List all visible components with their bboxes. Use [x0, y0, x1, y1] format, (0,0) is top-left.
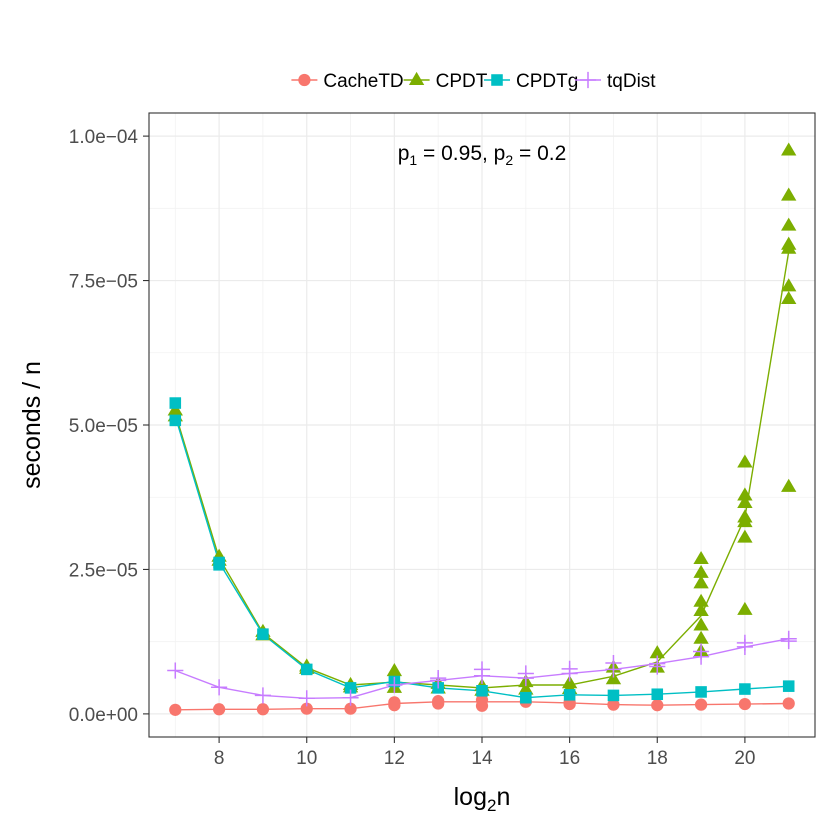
legend-item-tqdist: tqDist	[575, 71, 656, 92]
data-point-cpdtg	[169, 397, 182, 409]
data-point-cpdt	[386, 663, 403, 677]
legend-key-square-icon	[491, 74, 503, 86]
data-point-tqdist	[561, 660, 578, 677]
data-point-tqdist	[517, 665, 534, 682]
series-points	[167, 142, 797, 716]
data-point-cpdt	[693, 602, 709, 617]
data-point-cpdt	[649, 645, 665, 659]
data-point-cachetd	[344, 702, 357, 715]
y-tick-label: 2.5e−05	[69, 560, 138, 581]
data-point-cachetd	[256, 703, 270, 716]
data-point-cachetd	[694, 698, 708, 711]
x-axis: 8 10 12 14 16 18 20	[214, 737, 755, 769]
data-point-cachetd	[300, 702, 313, 715]
data-point-tqdist	[430, 669, 447, 687]
data-point-cpdt	[693, 564, 709, 578]
data-point-cpdt	[737, 454, 753, 468]
data-point-cpdtg	[213, 559, 225, 571]
data-point-cpdtg	[520, 691, 532, 704]
data-point-cpdtg	[607, 689, 620, 702]
x-tick-label: 16	[559, 748, 580, 769]
data-point-tqdist	[298, 690, 315, 707]
data-point-cachetd	[475, 693, 489, 707]
legend-key-triangle-icon	[408, 71, 425, 86]
data-point-cpdtg	[563, 689, 576, 701]
data-point-tqdist	[736, 634, 753, 651]
data-point-cpdt	[737, 494, 753, 509]
data-point-cpdtg	[169, 414, 182, 427]
data-point-cpdt	[693, 593, 709, 607]
data-point-cpdtg	[300, 663, 313, 676]
legend-key-circle-icon	[298, 73, 311, 87]
legend-label-cachetd: CacheTD	[323, 71, 403, 92]
legend-label-tqdist: tqDist	[607, 71, 656, 92]
data-point-cpdtg	[739, 683, 751, 695]
x-tick-label: 12	[384, 748, 405, 769]
annotation-label: p1 = 0.95, p2 = 0.2	[398, 142, 567, 168]
data-point-cpdt	[781, 217, 797, 231]
y-axis-title: seconds / n	[18, 361, 46, 489]
data-point-cachetd	[651, 699, 664, 712]
data-point-cpdt	[693, 550, 709, 565]
data-point-cpdtg	[782, 680, 795, 692]
major-gridlines	[149, 113, 815, 737]
y-tick-label: 0.0e+00	[69, 705, 138, 726]
data-point-cpdtg	[695, 686, 707, 698]
legend-item-cpdt: CPDT	[403, 71, 488, 92]
legend: CacheTD CPDT CPDTg tqDist	[291, 71, 656, 92]
data-point-cachetd	[388, 696, 401, 709]
data-point-tqdist	[254, 687, 271, 704]
data-point-cpdt	[693, 617, 709, 631]
legend-label-cpdt: CPDT	[436, 71, 488, 92]
data-point-cpdt	[693, 575, 709, 589]
legend-item-cachetd: CacheTD	[291, 71, 404, 92]
data-point-cachetd	[212, 703, 226, 716]
data-point-cpdtg	[257, 628, 269, 640]
x-tick-label: 18	[647, 748, 668, 769]
data-point-cachetd	[738, 697, 752, 711]
legend-key-plus-icon	[579, 71, 597, 89]
data-point-cpdt	[781, 187, 797, 201]
data-point-cachetd	[169, 703, 182, 716]
x-tick-label: 20	[734, 748, 755, 769]
x-tick-label: 10	[296, 748, 317, 769]
data-point-cpdt	[737, 513, 753, 528]
data-point-tqdist	[386, 676, 403, 694]
data-point-cpdt	[737, 529, 753, 543]
data-point-cpdt	[737, 487, 753, 501]
data-point-tqdist	[167, 662, 184, 679]
data-point-cpdtg	[651, 688, 664, 701]
legend-item-cpdtg: CPDTg	[484, 71, 578, 92]
y-tick-label: 7.5e−05	[69, 272, 138, 293]
data-point-cachetd	[782, 697, 795, 710]
data-point-cpdt	[781, 142, 797, 156]
x-tick-label: 8	[214, 748, 225, 769]
data-point-cachetd	[432, 695, 445, 708]
y-axis: 0.0e+00 2.5e−05 5.0e−05 7.5e−05 1.0e−04	[69, 127, 149, 726]
data-point-cpdtg	[344, 682, 357, 694]
data-point-cpdt	[693, 630, 709, 644]
data-point-tqdist	[473, 661, 491, 678]
data-point-cpdt	[737, 601, 753, 615]
x-tick-label: 14	[471, 748, 493, 769]
data-point-cpdt	[518, 681, 534, 695]
data-point-tqdist	[605, 654, 622, 672]
legend-label-cpdtg: CPDTg	[516, 71, 578, 92]
data-point-cpdt	[605, 671, 622, 685]
data-point-tqdist	[211, 679, 228, 696]
x-axis-title: log2n	[454, 783, 511, 815]
data-point-tqdist	[649, 658, 666, 675]
data-point-cpdt	[781, 478, 797, 492]
y-tick-label: 1.0e−04	[69, 127, 139, 148]
data-point-cpdt	[781, 290, 797, 305]
data-point-cpdt	[781, 278, 797, 292]
data-point-tqdist	[693, 643, 710, 660]
data-point-cachetd	[607, 698, 620, 711]
data-point-cpdtg	[476, 684, 488, 697]
y-tick-label: 5.0e−05	[69, 416, 138, 437]
data-point-tqdist	[780, 633, 797, 650]
data-point-tqdist	[342, 689, 359, 706]
data-point-cpdt	[781, 240, 797, 254]
